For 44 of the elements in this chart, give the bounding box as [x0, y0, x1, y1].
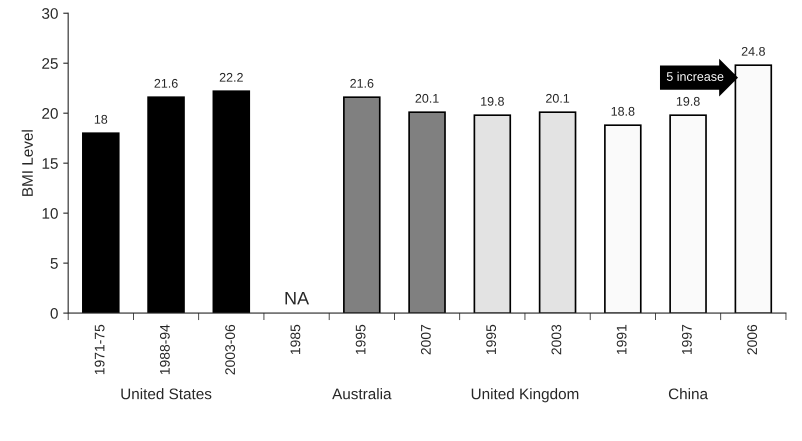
- y-axis-title: BMI Level: [22, 130, 33, 196]
- x-tick-label: 1985: [290, 324, 300, 354]
- x-tick-label: 1997: [682, 324, 692, 354]
- bar: [212, 90, 250, 314]
- data-label: 22.2: [220, 72, 243, 82]
- text: China: [668, 388, 708, 400]
- bar: [474, 114, 512, 314]
- x-tick-label: 1995: [356, 324, 366, 354]
- annotation: 5 increase: [666, 72, 724, 81]
- y-tick-label: 15: [42, 158, 58, 169]
- data-label: 24.8: [742, 46, 765, 56]
- y-tick-label: 20: [42, 108, 58, 119]
- bar: [604, 124, 642, 314]
- bar: [669, 114, 707, 314]
- bar: [538, 111, 576, 314]
- text: United States: [121, 388, 212, 400]
- x-tick-label: 2003: [551, 324, 562, 354]
- data-label: 19.8: [676, 96, 700, 106]
- y-tick-label: 25: [42, 58, 58, 69]
- data-label: 20.1: [546, 94, 570, 103]
- bar: [343, 96, 381, 314]
- data-label: 19.8: [481, 96, 504, 106]
- y-tick-label: 30: [42, 8, 58, 19]
- x-tick-label: 1988-94: [160, 324, 170, 374]
- annotation: NA: [285, 292, 310, 304]
- bar: [82, 132, 120, 314]
- text: Australia: [332, 388, 392, 400]
- x-tick-label: 2006: [747, 324, 758, 354]
- y-tick-label: 0: [50, 308, 58, 319]
- x-tick-label: 1991: [616, 324, 627, 354]
- x-tick-label: 1971-75: [94, 324, 105, 374]
- bar: [147, 96, 185, 314]
- data-label: 21.6: [350, 78, 374, 88]
- data-label: 20.1: [416, 94, 439, 103]
- y-tick-label: 10: [42, 208, 58, 219]
- y-tick-label: 5: [50, 258, 58, 269]
- x-tick-label: 2007: [420, 324, 431, 354]
- x-tick-label: 2003-06: [225, 324, 236, 374]
- text: United Kingdom: [472, 388, 578, 402]
- x-tick-label: 1995: [486, 324, 496, 354]
- data-label: 21.6: [154, 78, 178, 88]
- data-label: 18.8: [612, 106, 634, 116]
- bar: [408, 111, 446, 314]
- data-label: 18: [94, 114, 108, 124]
